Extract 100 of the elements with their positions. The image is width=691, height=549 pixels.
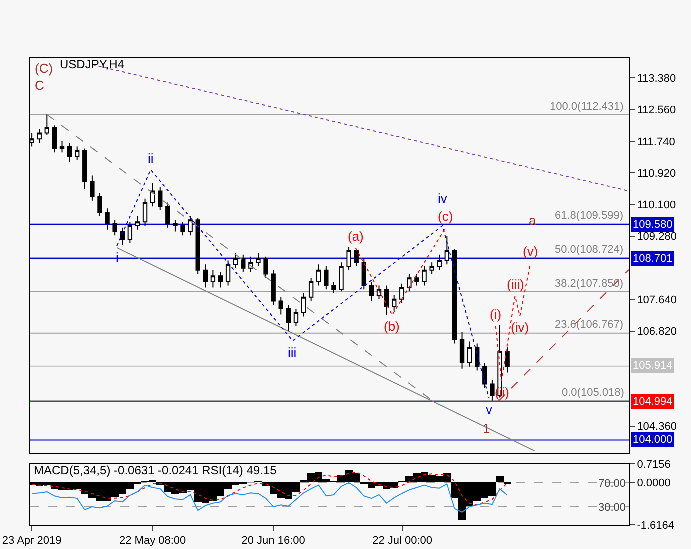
candlestick bbox=[98, 192, 102, 217]
data-label: ii bbox=[148, 151, 154, 166]
candlestick bbox=[400, 283, 404, 304]
y-tick-label: 0.7156 bbox=[637, 458, 671, 471]
candlestick bbox=[203, 264, 208, 288]
candlestick bbox=[384, 285, 390, 316]
candlestick bbox=[82, 148, 88, 190]
data-label: iii bbox=[288, 345, 297, 360]
ref-line-label: 109.580 bbox=[633, 219, 673, 231]
candlestick bbox=[105, 208, 110, 230]
candlestick bbox=[308, 278, 314, 302]
x-tick-label: 22 May 08:00 bbox=[119, 535, 186, 548]
candlestick bbox=[430, 262, 434, 275]
y-tick-label: 113.380 bbox=[637, 72, 676, 85]
candlestick bbox=[166, 202, 170, 228]
candlestick bbox=[460, 332, 465, 370]
candlestick bbox=[301, 293, 306, 318]
candlestick bbox=[44, 114, 50, 136]
candlestick bbox=[422, 266, 427, 286]
candlestick bbox=[505, 347, 510, 374]
x-tick-label: 22 Jul 00:00 bbox=[372, 535, 433, 548]
y-tick-label: 111.740 bbox=[637, 136, 676, 148]
ref-line-label: 104.994 bbox=[633, 396, 673, 408]
candlestick bbox=[437, 254, 442, 271]
candlestick bbox=[210, 270, 216, 288]
candlestick bbox=[332, 281, 336, 294]
candlestick bbox=[490, 380, 495, 402]
candlestick bbox=[188, 216, 193, 236]
y-tick-label: 110.920 bbox=[637, 168, 676, 180]
line-series bbox=[116, 169, 490, 399]
candlestick bbox=[173, 220, 178, 232]
data-label: (a) bbox=[348, 229, 364, 244]
candlestick bbox=[158, 186, 163, 212]
x-tick-label: 20 Jun 16:00 bbox=[242, 535, 306, 548]
ref-line-label: 100.0(112.431) bbox=[550, 101, 624, 113]
candlestick bbox=[128, 222, 133, 244]
chart-title: USDJPY,H4 bbox=[60, 57, 125, 72]
candlestick bbox=[278, 296, 284, 316]
data-label: i bbox=[116, 250, 119, 265]
y-tick-label: 107.640 bbox=[637, 294, 677, 307]
data-label: (c) bbox=[438, 209, 454, 224]
candlestick bbox=[362, 258, 366, 290]
candlestick bbox=[150, 182, 156, 208]
candlestick bbox=[218, 272, 224, 288]
candlestick bbox=[233, 252, 238, 269]
candlestick bbox=[392, 294, 397, 312]
candlestick bbox=[37, 128, 42, 144]
candlestick bbox=[324, 266, 329, 290]
candlestick bbox=[452, 248, 458, 344]
candlestick bbox=[467, 341, 472, 368]
ref-line-label: 61.8(109.599) bbox=[555, 210, 624, 222]
candlestick bbox=[286, 304, 292, 332]
candlestick bbox=[482, 362, 488, 389]
candlestick bbox=[346, 246, 352, 271]
candlestick bbox=[135, 216, 140, 230]
y2-tick-label: 70.00 bbox=[598, 478, 626, 490]
y-tick-label: 109.280 bbox=[637, 231, 677, 244]
candlestick bbox=[271, 270, 276, 306]
data-label: (i) bbox=[490, 307, 502, 322]
y-tick-label: -1.6164 bbox=[637, 520, 675, 532]
candlestick bbox=[112, 220, 118, 236]
candlestick bbox=[369, 281, 374, 302]
line-series bbox=[32, 482, 508, 513]
candlestick bbox=[316, 264, 322, 286]
candlestick bbox=[256, 252, 261, 267]
candlestick bbox=[339, 262, 344, 292]
candlestick bbox=[60, 140, 65, 154]
candlestick bbox=[354, 248, 359, 267]
candlestick bbox=[444, 236, 450, 266]
candlestick bbox=[67, 142, 72, 163]
candlestick bbox=[180, 222, 186, 236]
candlestick bbox=[407, 274, 412, 292]
candlestick bbox=[226, 260, 231, 286]
data-label: (v) bbox=[523, 244, 538, 259]
y-tick-label: 110.100 bbox=[637, 200, 676, 212]
annotation: C bbox=[35, 78, 44, 93]
candlestick bbox=[294, 308, 299, 327]
candlestick bbox=[264, 256, 268, 279]
y2-tick-label: 30.00 bbox=[598, 502, 626, 514]
ref-line-label: 105.914 bbox=[633, 360, 673, 372]
data-label: (b) bbox=[384, 319, 400, 334]
candlestick bbox=[120, 227, 125, 246]
ref-line-label: 50.0(108.724) bbox=[555, 244, 624, 256]
candlestick bbox=[475, 343, 480, 372]
candlestick bbox=[414, 274, 420, 286]
ref-line-label: 108.701 bbox=[633, 253, 673, 265]
annotation: (C) bbox=[35, 61, 54, 76]
candlestick bbox=[196, 218, 200, 275]
candlestick bbox=[74, 146, 80, 161]
ref-line-label: 104.000 bbox=[633, 434, 673, 446]
bar bbox=[496, 476, 504, 483]
chart-title: MACD(5,34,5) -0.0631 -0.0241 RSI(14) 49.15 bbox=[34, 463, 278, 478]
data-label: iv bbox=[438, 191, 448, 206]
y-tick-label: 112.560 bbox=[637, 104, 676, 117]
y-tick-label: 0.0000 bbox=[637, 478, 671, 490]
candlestick bbox=[241, 254, 246, 273]
y-tick-label: 104.360 bbox=[637, 421, 677, 434]
ref-line-label: 23.6(106.767) bbox=[555, 319, 624, 331]
candlestick bbox=[90, 175, 95, 202]
x-tick-label: 23 Apr 2019 bbox=[2, 535, 62, 548]
